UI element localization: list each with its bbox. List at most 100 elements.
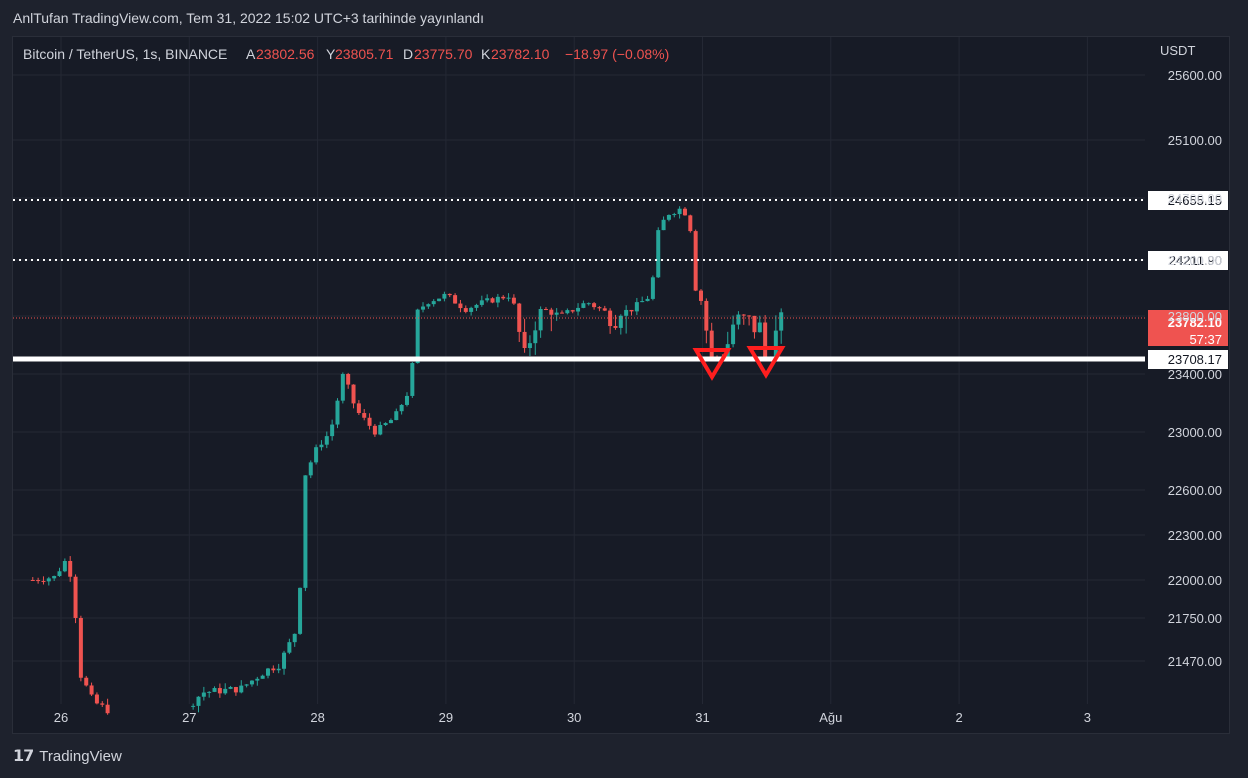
candle-body	[346, 373, 351, 385]
candle-body	[602, 308, 607, 311]
candle-body	[57, 571, 62, 577]
time-tick-label: Ağu	[819, 710, 842, 725]
candle-body	[533, 330, 538, 344]
currency-label: USDT	[1160, 43, 1195, 58]
change-value: −18.97 (−0.08%)	[565, 46, 669, 62]
candle-body	[367, 417, 372, 426]
down-triangle-marker	[692, 348, 732, 381]
candle-body	[388, 420, 393, 424]
candle-body	[105, 704, 110, 714]
time-tick-label: 28	[310, 710, 324, 725]
price-tick-label: 24700.00	[1168, 191, 1222, 206]
candle-body	[688, 215, 693, 232]
price-tick-label: 23400.00	[1168, 367, 1222, 382]
candle-body	[308, 462, 313, 476]
candle-body	[233, 687, 238, 693]
candle-body	[543, 309, 548, 311]
markers	[692, 346, 786, 381]
candle-body	[741, 314, 746, 316]
candle-body	[421, 306, 426, 310]
candle-body	[453, 295, 458, 304]
high-value: 23805.71	[335, 46, 394, 62]
price-tick-label: 21470.00	[1168, 654, 1222, 669]
candle-body	[752, 315, 757, 333]
time-tick-label: 29	[439, 710, 453, 725]
level-price-label: 24655.15	[1168, 193, 1222, 208]
candle-body	[656, 230, 661, 278]
time-tick-label: 2	[955, 710, 962, 725]
candle-body	[314, 447, 319, 463]
candle-body	[570, 310, 575, 312]
time-axis[interactable]: 26 27 28 29 30 31 Ağu 2 3	[54, 710, 1091, 725]
candle-body	[549, 309, 554, 315]
candle-body	[538, 309, 543, 331]
candle-body	[495, 296, 500, 303]
candle-body	[265, 668, 270, 676]
candle-body	[613, 326, 618, 328]
candle-body	[645, 298, 650, 302]
candle-body	[255, 678, 260, 681]
price-tick-label: 22000.00	[1168, 573, 1222, 588]
candle-body	[560, 312, 565, 314]
candle-body	[458, 303, 463, 309]
candle-body	[362, 413, 367, 418]
candle-body	[276, 668, 281, 671]
candle-body	[36, 580, 41, 582]
candle-body	[68, 560, 73, 577]
candles	[30, 206, 784, 715]
candle-body	[260, 675, 265, 679]
candle-body	[463, 308, 468, 312]
candle-body	[490, 298, 495, 303]
candle-body	[196, 696, 201, 706]
candle-body	[527, 343, 532, 349]
legend: Bitcoin / TetherUS, 1s, BINANCE A 23802.…	[23, 46, 669, 62]
candle-body	[618, 315, 623, 328]
level-price-tag	[1148, 191, 1228, 210]
candle-body	[303, 475, 308, 588]
price-axis[interactable]: 25600.00 25100.00 24700.00 24200.00 23800.00…	[1168, 68, 1222, 669]
candle-body	[324, 436, 329, 445]
price-tick-label: 25600.00	[1168, 68, 1222, 83]
candle-body	[586, 303, 591, 305]
candle-body	[773, 330, 778, 361]
candle-body	[779, 312, 784, 331]
candle-body	[709, 330, 714, 360]
candle-body	[201, 692, 206, 697]
candle-body	[624, 309, 629, 316]
price-tick-label: 21750.00	[1168, 611, 1222, 626]
candle-body	[650, 277, 655, 299]
level-price-label: 23708.17	[1168, 352, 1222, 367]
candle-body	[677, 208, 682, 215]
candle-body	[704, 300, 709, 331]
candle-body	[94, 694, 99, 704]
candle-body	[217, 688, 222, 694]
candle-body	[565, 310, 570, 314]
candle-body	[271, 668, 276, 671]
candle-body	[666, 214, 671, 220]
candle-body	[372, 425, 377, 435]
candle-body	[736, 314, 741, 325]
time-tick-label: 3	[1084, 710, 1091, 725]
candle-body	[554, 312, 559, 315]
candle-body	[330, 424, 335, 437]
candle-body	[100, 703, 105, 705]
candle-body	[223, 688, 228, 694]
price-tick-label: 22600.00	[1168, 483, 1222, 498]
price-tick-label: 22300.00	[1168, 528, 1222, 543]
candle-body	[73, 576, 78, 618]
level-price-tag	[1148, 350, 1228, 369]
close-value: 23782.10	[491, 46, 550, 62]
candle-body	[292, 633, 297, 643]
price-tick-label: 24200.00	[1168, 253, 1222, 268]
candle-body	[442, 293, 447, 299]
horizontal-lines[interactable]: 24655.15 24211.90 23708.17 23782.10 57:37	[13, 191, 1228, 369]
candle-body	[581, 303, 586, 308]
candle-body	[335, 400, 340, 425]
candle-body	[287, 642, 292, 653]
candle-body	[415, 309, 420, 364]
candle-body	[699, 290, 704, 301]
time-tick-label: 26	[54, 710, 68, 725]
candle-body	[244, 684, 249, 686]
candle-body	[522, 331, 527, 349]
